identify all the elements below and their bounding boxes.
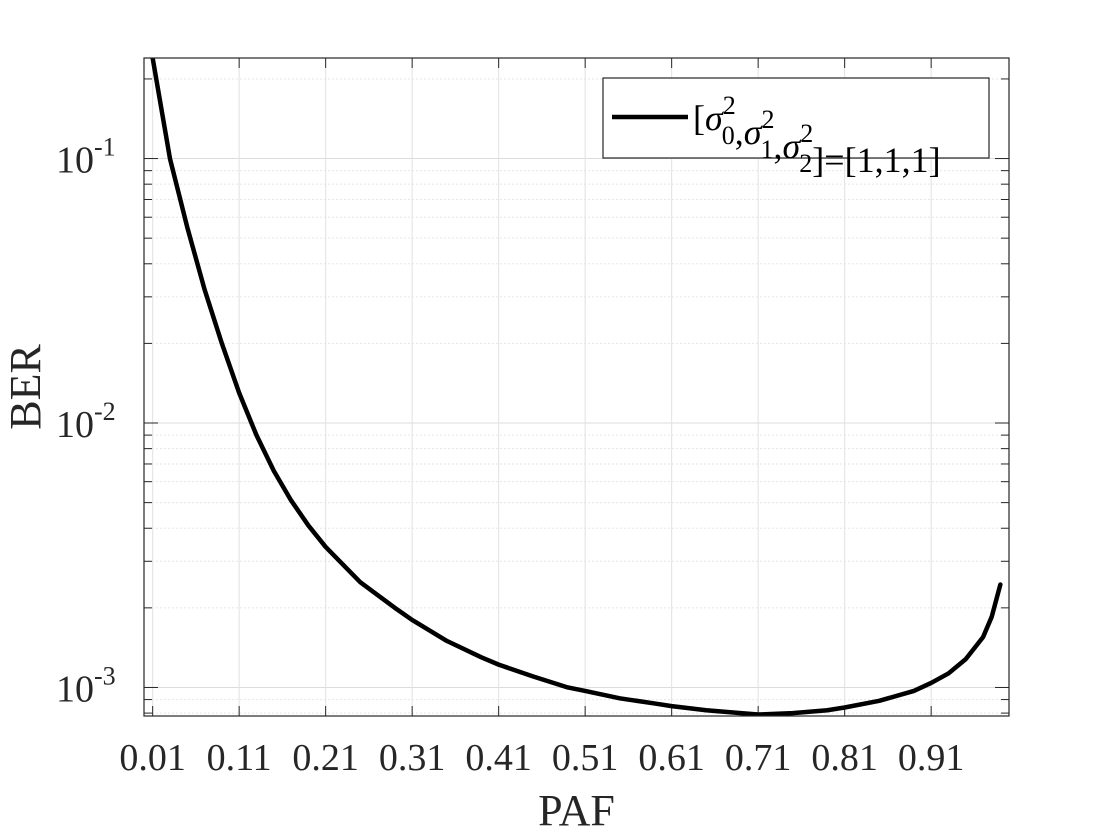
- series-line-ber: [150, 58, 1003, 716]
- x-tick-label: 0.91: [898, 737, 965, 779]
- x-tick-label: 0.81: [811, 737, 878, 779]
- x-tick-label: 0.71: [725, 737, 792, 779]
- y-tick-labels: 10-1 10-2 10-3: [56, 133, 116, 711]
- y-axis-title: BER: [1, 344, 50, 430]
- y-tick-label: 10-1: [56, 133, 116, 182]
- x-axis-title: PAF: [538, 786, 615, 833]
- legend-label: [σ2 0,σ2 1,σ2 2]=[1,1,1]: [693, 91, 941, 180]
- x-tick-label: 0.61: [638, 737, 705, 779]
- tick-marks: [144, 58, 1009, 716]
- x-tick-label: 0.01: [119, 737, 186, 779]
- x-tick-label: 0.41: [465, 737, 532, 779]
- x-tick-label: 0.51: [552, 737, 619, 779]
- x-tick-label: 0.31: [379, 737, 446, 779]
- plot-area-frame: [143, 57, 1010, 717]
- y-tick-label: 10-2: [56, 397, 116, 446]
- x-tick-labels: 0.01 0.11 0.21 0.31 0.41 0.51 0.61 0.71 0.81 0.91: [119, 737, 964, 779]
- x-tick-label: 0.21: [292, 737, 359, 779]
- x-tick-label: 0.11: [207, 737, 272, 779]
- y-tick-label: 10-3: [56, 661, 116, 710]
- legend: [σ2 0,σ2 1,σ2 2]=[1,1,1]: [602, 77, 990, 180]
